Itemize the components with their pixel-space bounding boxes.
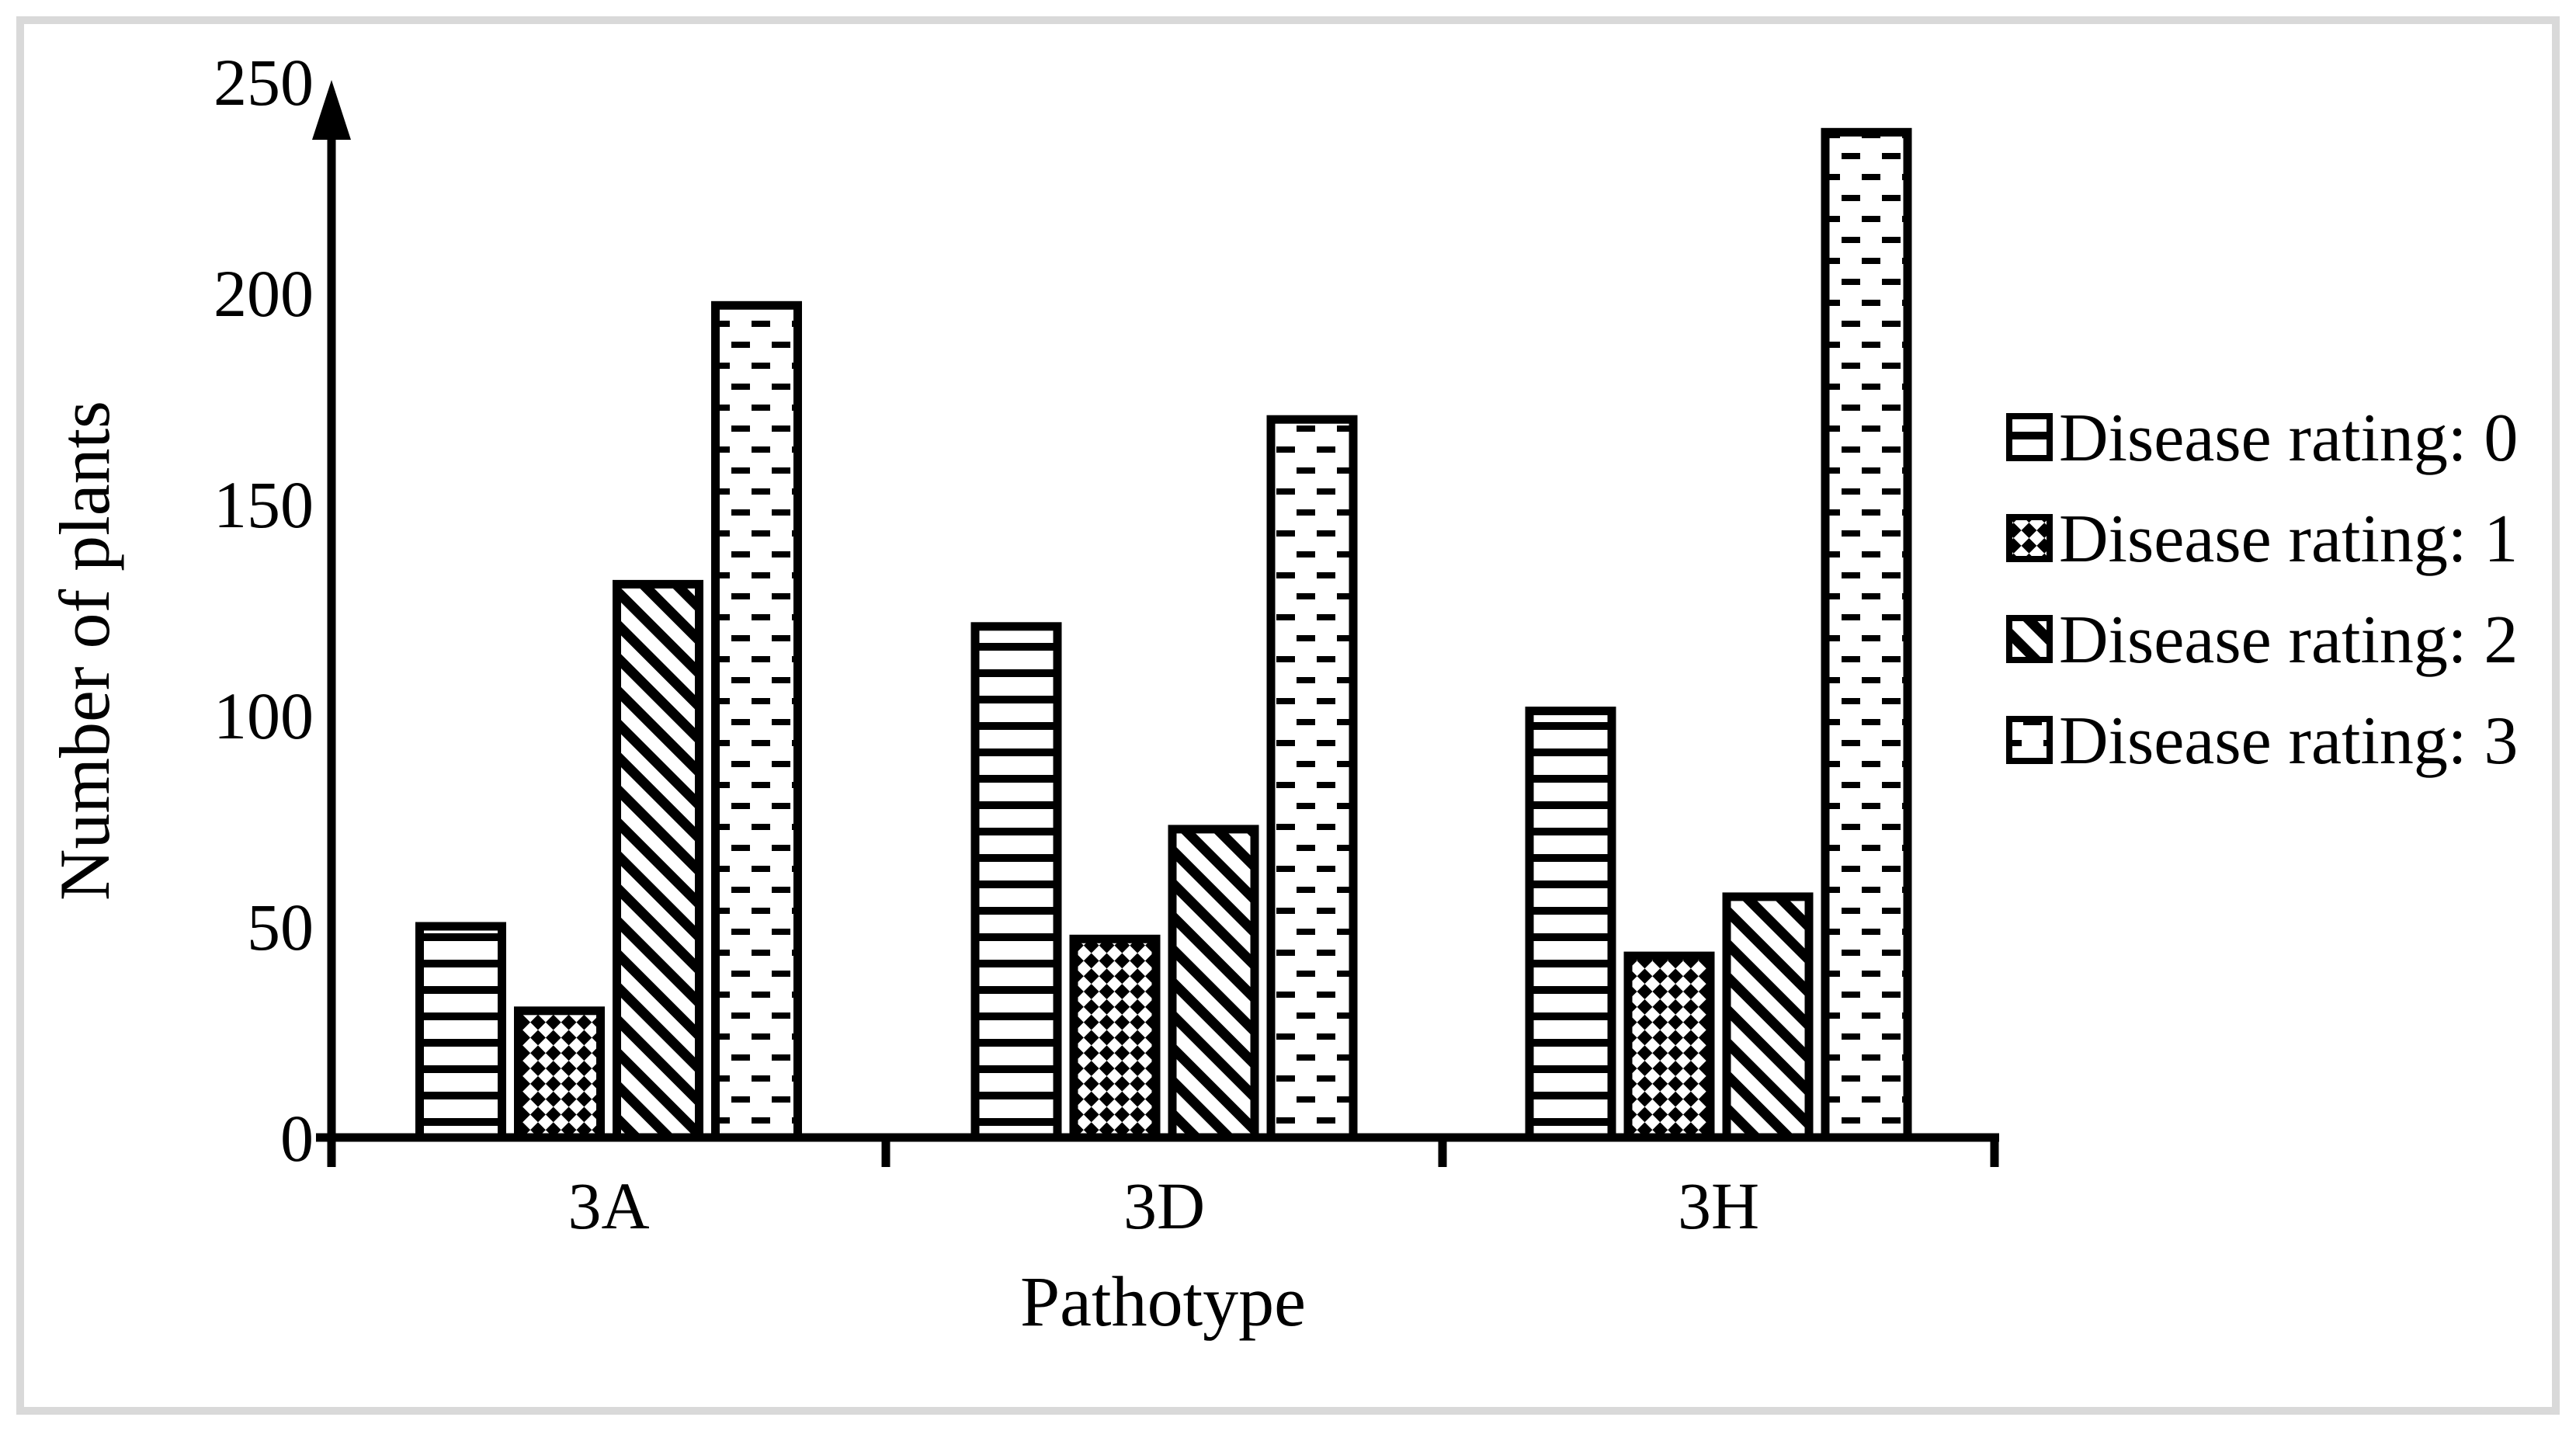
bar-3D-diagonal-stripes bbox=[1168, 825, 1259, 1142]
x-tick-label-3A: 3A bbox=[568, 1169, 649, 1243]
bar-3A-diamond-checker bbox=[514, 1006, 605, 1142]
x-axis-title: Pathotype bbox=[1020, 1262, 1306, 1341]
y-axis-arrowhead bbox=[312, 80, 351, 140]
bar-3H-diagonal-stripes bbox=[1722, 892, 1814, 1142]
y-axis-title: Number of plants bbox=[45, 401, 124, 901]
legend-swatch-diamond-checker bbox=[2006, 514, 2053, 562]
legend-swatch-diagonal-stripes bbox=[2006, 615, 2053, 663]
x-tick-label-3H: 3H bbox=[1678, 1169, 1759, 1243]
legend-label-3: Disease rating: 3 bbox=[2059, 703, 2518, 779]
bar-3H-offset-dashes bbox=[1821, 127, 1912, 1142]
legend-swatch-horizontal-lines bbox=[2006, 413, 2053, 461]
bar-3A-horizontal-lines bbox=[415, 922, 506, 1142]
legend-label-0: Disease rating: 0 bbox=[2059, 401, 2518, 476]
bar-3D-horizontal-lines bbox=[970, 622, 1062, 1142]
chart-generated-content: 0 50 100 150 200 250 3A 3D 3H Disease rating: 0 Di… bbox=[214, 45, 2518, 1243]
y-tick-label-150: 150 bbox=[214, 467, 314, 542]
y-tick-label-100: 100 bbox=[214, 679, 314, 753]
bar-3A-diagonal-stripes bbox=[613, 579, 703, 1142]
legend-swatch-offset-dashes bbox=[2006, 716, 2053, 764]
y-tick-label-50: 50 bbox=[247, 890, 314, 964]
bar-3D-offset-dashes bbox=[1266, 415, 1358, 1142]
bar-3D-diamond-checker bbox=[1069, 934, 1161, 1142]
bar-3H-horizontal-lines bbox=[1525, 707, 1616, 1142]
legend-label-1: Disease rating: 1 bbox=[2059, 502, 2518, 577]
y-tick-label-200: 200 bbox=[214, 256, 314, 331]
y-tick-label-0: 0 bbox=[280, 1101, 314, 1176]
x-tick-label-3D: 3D bbox=[1123, 1169, 1205, 1243]
bar-3A-offset-dashes bbox=[711, 300, 802, 1142]
bar-3H-diamond-checker bbox=[1623, 951, 1715, 1142]
y-tick-label-250: 250 bbox=[214, 45, 314, 120]
legend-label-2: Disease rating: 2 bbox=[2059, 603, 2518, 678]
